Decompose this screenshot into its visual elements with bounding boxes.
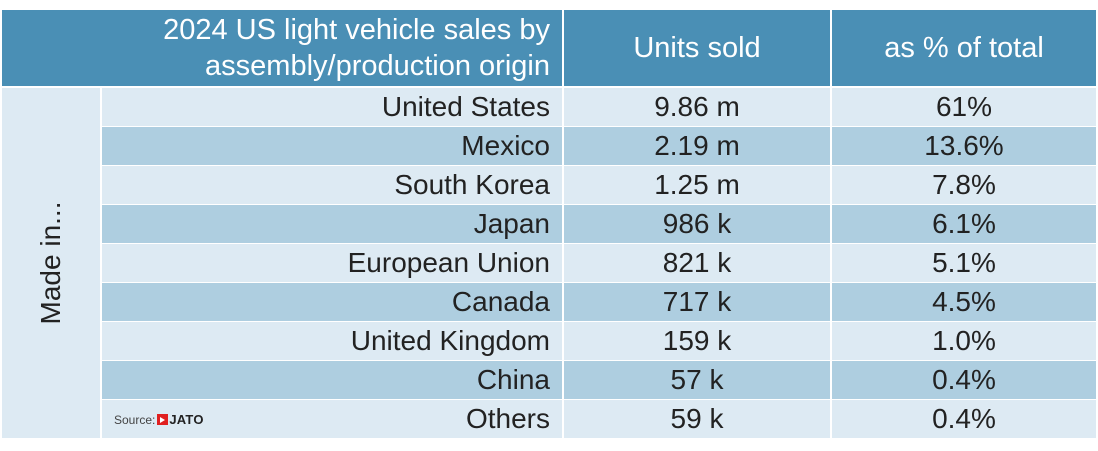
- table-row: United Kingdom 159 k 1.0%: [102, 322, 1096, 361]
- origin-cell: Japan: [102, 205, 564, 243]
- table-row: Mexico 2.19 m 13.6%: [102, 127, 1096, 166]
- pct-cell: 0.4%: [932, 364, 996, 395]
- units-cell: 159 k: [564, 322, 832, 360]
- origin-cell: South Korea: [102, 166, 564, 204]
- jato-brand-text: JATO: [169, 412, 204, 427]
- units-cell: 9.86 m: [564, 88, 832, 126]
- pct-cell: 4.5%: [932, 286, 996, 317]
- units-cell: 57 k: [564, 361, 832, 399]
- source-note: Source: JATO: [114, 412, 204, 427]
- origin-cell: China: [102, 361, 564, 399]
- table-row: China 57 k 0.4%: [102, 361, 1096, 400]
- table-row: Others Source: JATO 59 k 0.4%: [102, 400, 1096, 438]
- table-title-line2: assembly/production origin: [205, 50, 550, 82]
- pct-cell: 6.1%: [932, 208, 996, 239]
- table-rows: United States 9.86 m 61% Mexico 2.19 m 13.6% S…: [102, 88, 1096, 438]
- side-label: Made in...: [35, 201, 66, 325]
- column-header-units: Units sold: [564, 10, 832, 86]
- table-row: Canada 717 k 4.5%: [102, 283, 1096, 322]
- units-cell: 59 k: [564, 400, 832, 438]
- table-row: European Union 821 k 5.1%: [102, 244, 1096, 283]
- table-body: Made in... United States 9.86 m 61% Mexico 2…: [2, 86, 1096, 438]
- units-cell: 1.25 m: [564, 166, 832, 204]
- pct-cell: 1.0%: [932, 325, 996, 356]
- origin-cell: Canada: [102, 283, 564, 321]
- units-cell: 717 k: [564, 283, 832, 321]
- side-column: Made in...: [2, 88, 102, 438]
- pct-cell: 0.4%: [932, 403, 996, 434]
- sales-table: 2024 US light vehicle sales by assembly/…: [2, 10, 1096, 438]
- table-row: Japan 986 k 6.1%: [102, 205, 1096, 244]
- origin-cell: Others Source: JATO: [102, 400, 564, 438]
- column-header-pct: as % of total: [884, 31, 1044, 64]
- pct-cell: 61%: [935, 91, 993, 122]
- jato-logo: JATO: [157, 412, 203, 427]
- origin-cell: United Kingdom: [102, 322, 564, 360]
- origin-cell: United States: [102, 88, 564, 126]
- pct-cell: 5.1%: [932, 247, 996, 278]
- table-row: South Korea 1.25 m 7.8%: [102, 166, 1096, 205]
- source-label: Source:: [114, 412, 156, 427]
- table-header: 2024 US light vehicle sales by assembly/…: [2, 10, 1096, 86]
- units-cell: 986 k: [564, 205, 832, 243]
- pct-cell: 13.6%: [924, 130, 1004, 161]
- origin-cell: European Union: [102, 244, 564, 282]
- units-cell: 2.19 m: [564, 127, 832, 165]
- table-title: 2024 US light vehicle sales by assembly/…: [2, 10, 564, 86]
- units-cell: 821 k: [564, 244, 832, 282]
- table-row: United States 9.86 m 61%: [102, 88, 1096, 127]
- table-title-line1: 2024 US light vehicle sales by: [163, 14, 550, 46]
- jato-logo-icon: [157, 414, 169, 425]
- pct-cell: 7.8%: [932, 169, 996, 200]
- origin-cell: Mexico: [102, 127, 564, 165]
